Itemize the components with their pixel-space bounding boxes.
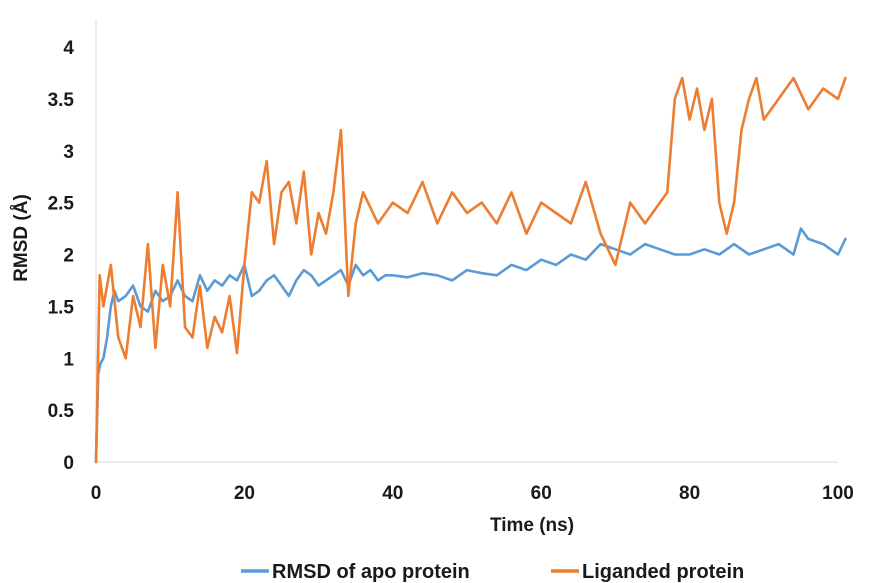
y-tick-labels: 0 0.5 1 1.5 2 2.5 3 3.5 4 [48,38,75,474]
axes [95,20,838,463]
series-layer [94,76,847,464]
legend-label-0: RMSD of apo protein [272,561,470,583]
y-axis-title: RMSD (Å) [11,194,32,282]
x-axis-title: Time (ns) [490,515,574,536]
series-line-1 [94,76,847,464]
y-tick-label: 2 [63,246,74,267]
y-tick-label: 3.5 [48,90,75,111]
y-tick-label: 0.5 [48,401,75,422]
y-tick-label: 1 [63,349,74,370]
x-tick-label: 20 [234,483,255,504]
x-tick-label: 100 [822,483,854,504]
y-tick-label: 3 [63,142,74,163]
y-tick-label: 2.5 [48,194,75,215]
legend: RMSD of apo protein Liganded protein [241,561,744,583]
x-tick-label: 0 [91,483,102,504]
x-tick-label: 80 [679,483,700,504]
x-tick-labels: 0 20 40 60 80 100 [91,483,854,504]
y-tick-label: 0 [63,453,74,474]
y-tick-label: 4 [63,38,74,59]
x-tick-label: 60 [531,483,552,504]
y-tick-label: 1.5 [48,297,75,318]
x-tick-label: 40 [382,483,403,504]
legend-label-1: Liganded protein [582,561,744,583]
